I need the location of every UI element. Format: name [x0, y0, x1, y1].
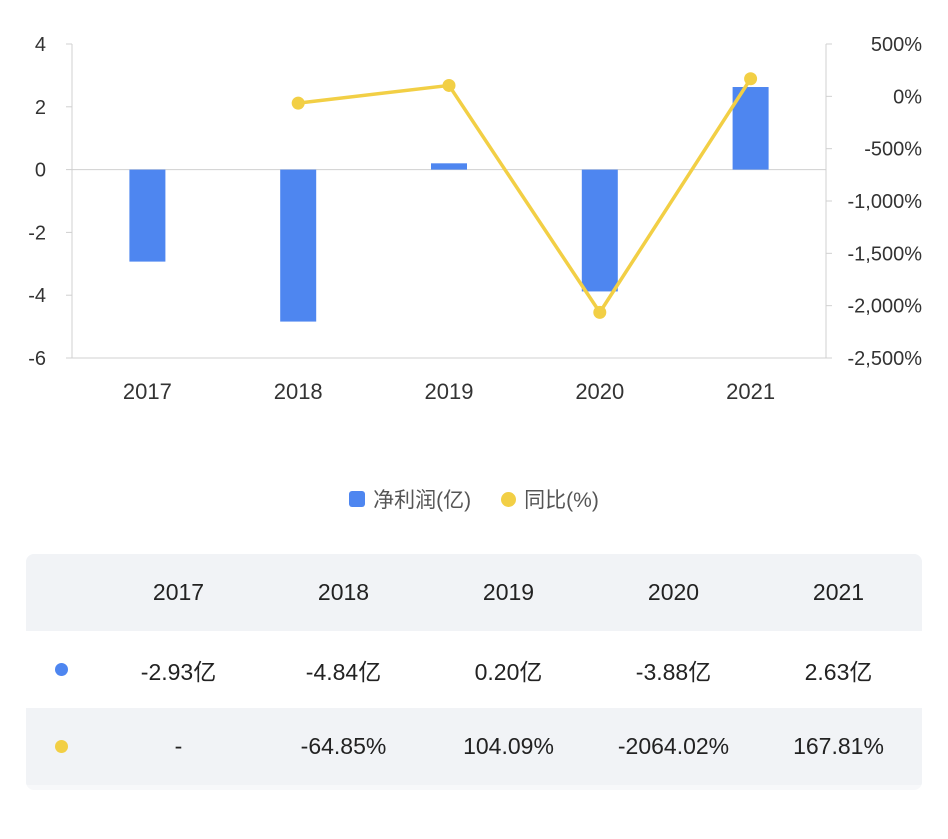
right-tick-label: 500%	[871, 34, 922, 56]
header-cell: 2017	[152, 579, 205, 605]
yoy-point-2020	[593, 305, 607, 319]
table-cell: 2.63亿	[804, 658, 873, 685]
table-cell: -2064.02%	[617, 733, 730, 759]
table-cell: -4.84亿	[305, 658, 382, 685]
right-tick-label: -1,000%	[848, 191, 923, 213]
bar-series	[129, 87, 769, 322]
bar-2017	[129, 169, 166, 262]
left-tick-label: -4	[28, 285, 46, 307]
legend-label-yoy: 同比(%)	[524, 489, 599, 512]
x-tick-label: 2018	[274, 379, 323, 404]
bar-2021	[732, 87, 769, 170]
right-tick-label: -2,000%	[848, 296, 923, 318]
table-cell: -2.93亿	[140, 658, 217, 685]
right-tick-label: -1,500%	[848, 243, 923, 265]
table-row-profit: -2.93亿 -4.84亿 0.20亿 -3.88亿 2.63亿	[26, 631, 922, 708]
header-cell: 2020	[647, 579, 700, 605]
combo-chart: 4 2 0 -2 -4 -6 500% 0% -500% -1,000% -1,500% -2,000…	[28, 34, 922, 404]
chart-legend: 净利润(亿) 同比(%)	[0, 484, 948, 514]
table-cell: 104.09%	[463, 733, 554, 759]
right-tick-label: 0%	[893, 86, 922, 108]
left-tick-label: 2	[35, 97, 46, 119]
x-tick-label: 2019	[425, 379, 474, 404]
line-series	[291, 72, 758, 319]
table-row-yoy: - -64.85% 104.09% -2064.02% 167.81%	[26, 708, 922, 785]
tick-labels: 4 2 0 -2 -4 -6 500% 0% -500% -1,000% -1,500% -2,000…	[28, 34, 922, 404]
header-cell: 2018	[317, 579, 370, 605]
yoy-point-2019	[442, 78, 456, 92]
x-tick-label: 2017	[123, 379, 172, 404]
left-tick-label: 0	[35, 160, 46, 182]
bar-swatch-icon	[349, 491, 366, 507]
header-cell: 2021	[812, 579, 865, 605]
dot-swatch-icon	[501, 491, 517, 507]
header-cell: 2019	[482, 579, 535, 605]
yoy-point-2021	[744, 72, 758, 86]
legend-item-profit[interactable]: 净利润(亿)	[349, 484, 471, 514]
table-header-row: 2017 2018 2019 2020 2021	[26, 554, 922, 631]
yoy-line	[297, 77, 753, 315]
table-cell: -	[174, 733, 183, 759]
yoy-point-2018	[291, 96, 305, 110]
right-tick-label: -2,500%	[848, 348, 923, 370]
x-tick-label: 2020	[575, 379, 624, 404]
table-cell: 0.20亿	[474, 658, 543, 685]
x-tick-label: 2021	[726, 379, 775, 404]
data-table: 2017 2018 2019 2020 2021 -2.93亿 -4.84亿 0…	[26, 554, 922, 790]
bar-2020	[581, 169, 618, 292]
table-cell: 167.81%	[793, 733, 884, 759]
bar-2018	[280, 169, 317, 322]
yoy-dot-icon	[54, 740, 68, 753]
table-cell: -3.88亿	[635, 658, 712, 685]
left-tick-label: 4	[35, 34, 46, 56]
left-tick-label: -6	[28, 348, 46, 370]
right-tick-label: -500%	[864, 139, 922, 161]
legend-item-yoy[interactable]: 同比(%)	[501, 484, 599, 514]
profit-dot-icon	[54, 663, 68, 676]
legend-label-profit: 净利润(亿)	[373, 489, 472, 512]
left-tick-label: -2	[28, 222, 46, 244]
table-cell: -64.85%	[300, 733, 387, 759]
bar-2019	[431, 163, 467, 170]
